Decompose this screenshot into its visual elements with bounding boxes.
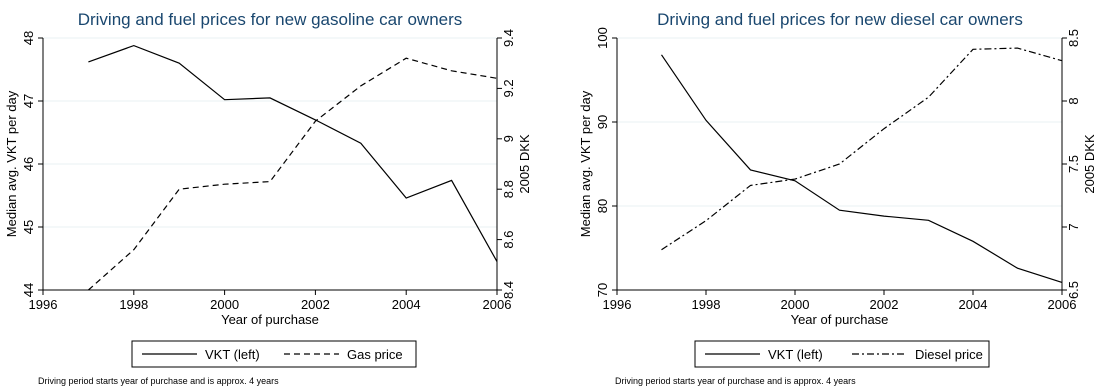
x-tick-label: 2004 bbox=[392, 297, 421, 312]
x-tick-label: 2006 bbox=[1048, 297, 1077, 312]
y-right-axis-title: 2005 DKK bbox=[517, 134, 532, 194]
y-left-tick-label: 90 bbox=[595, 115, 610, 129]
series-line-vkt bbox=[88, 44, 498, 262]
x-tick-label: 2004 bbox=[959, 297, 988, 312]
y-right-tick-label: 9.4 bbox=[501, 29, 516, 47]
footnote: Driving period starts year of purchase a… bbox=[38, 376, 279, 386]
y-right-tick-label: 7.5 bbox=[1066, 155, 1081, 173]
series-line-vkt bbox=[661, 54, 1063, 283]
y-right-tick-label: 8.6 bbox=[501, 231, 516, 249]
x-tick-label: 2002 bbox=[301, 297, 330, 312]
y-left-axis-title: Median avg. VKT per day bbox=[4, 90, 19, 237]
y-left-tick-label: 48 bbox=[21, 31, 36, 45]
y-left-tick-label: 46 bbox=[21, 157, 36, 171]
x-tick-label: 1998 bbox=[119, 297, 148, 312]
chart-diesel: Driving and fuel prices for new diesel c… bbox=[578, 10, 1097, 386]
legend-label: Diesel price bbox=[915, 347, 983, 362]
chart-title: Driving and fuel prices for new gasoline… bbox=[78, 10, 463, 29]
legend-label: VKT (left) bbox=[205, 347, 260, 362]
x-tick-label: 2002 bbox=[870, 297, 899, 312]
series-line-price bbox=[88, 57, 498, 291]
y-left-tick-label: 100 bbox=[595, 27, 610, 49]
x-tick-label: 2000 bbox=[781, 297, 810, 312]
y-left-tick-label: 70 bbox=[595, 283, 610, 297]
y-left-tick-label: 45 bbox=[21, 220, 36, 234]
y-right-tick-label: 6.5 bbox=[1066, 281, 1081, 299]
x-tick-label: 1998 bbox=[692, 297, 721, 312]
y-right-axis-title: 2005 DKK bbox=[1082, 134, 1097, 194]
series-line-price bbox=[661, 47, 1063, 251]
x-axis-title: Year of purchase bbox=[221, 312, 319, 327]
x-tick-label: 1996 bbox=[29, 297, 58, 312]
y-left-axis-title: Median avg. VKT per day bbox=[578, 90, 593, 237]
y-right-tick-label: 9.2 bbox=[501, 79, 516, 97]
y-right-tick-label: 7 bbox=[1066, 223, 1081, 230]
y-right-tick-label: 8.8 bbox=[501, 180, 516, 198]
y-right-tick-label: 8.4 bbox=[501, 281, 516, 299]
y-left-tick-label: 80 bbox=[595, 199, 610, 213]
x-tick-label: 1996 bbox=[603, 297, 632, 312]
y-left-tick-label: 44 bbox=[21, 283, 36, 297]
x-tick-label: 2000 bbox=[210, 297, 239, 312]
footnote: Driving period starts year of purchase a… bbox=[615, 376, 856, 386]
y-right-tick-label: 9 bbox=[501, 135, 516, 142]
legend-label: Gas price bbox=[347, 347, 403, 362]
x-tick-label: 2006 bbox=[483, 297, 512, 312]
chart-title: Driving and fuel prices for new diesel c… bbox=[657, 10, 1023, 29]
y-left-tick-label: 47 bbox=[21, 94, 36, 108]
y-right-tick-label: 8.5 bbox=[1066, 29, 1081, 47]
x-axis-title: Year of purchase bbox=[791, 312, 889, 327]
y-right-tick-label: 8 bbox=[1066, 97, 1081, 104]
chart-gasoline: Driving and fuel prices for new gasoline… bbox=[4, 10, 532, 386]
legend-label: VKT (left) bbox=[768, 347, 823, 362]
